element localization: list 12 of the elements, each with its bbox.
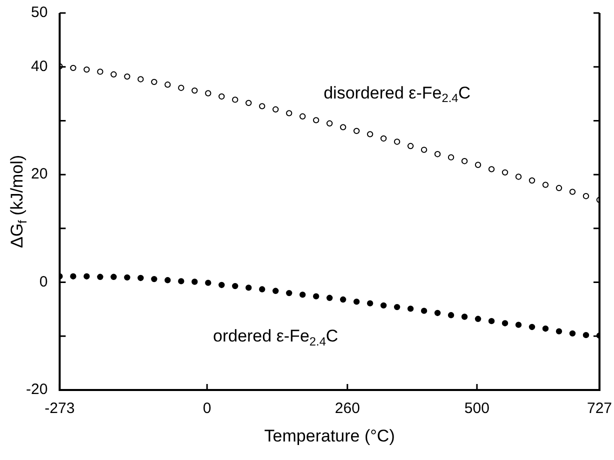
y-axis-title: ΔGf (kJ/mol) [8,154,30,248]
x-tick-label: 727 [586,400,612,418]
x-axis-title: Temperature (°C) [264,426,395,446]
y-tick-label: 50 [30,4,48,22]
x-tick-label: 500 [464,400,490,418]
x-tick-label: -273 [44,400,75,418]
x-tick-label: 260 [334,400,360,418]
y-tick-label: 40 [30,58,48,75]
y-tick-label: 20 [30,166,48,183]
y-tick-label: -20 [26,381,48,398]
y-tick-label: 0 [39,273,48,290]
x-tick-label: 0 [202,400,212,418]
